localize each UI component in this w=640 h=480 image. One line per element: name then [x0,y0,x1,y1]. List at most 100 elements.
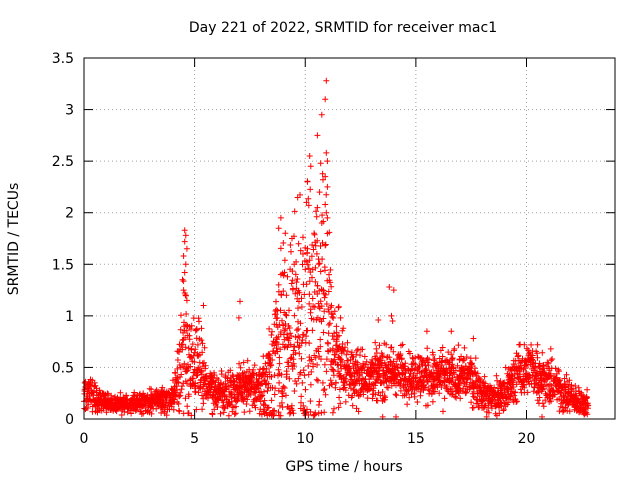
data-point [342,344,348,351]
data-point [424,345,431,352]
data-point [322,291,329,298]
data-point [536,394,543,401]
data-point [443,383,450,390]
data-point [584,411,591,418]
data-point [305,363,312,369]
data-point [266,325,273,332]
data-point [323,301,330,307]
data-point [273,345,280,352]
data-point [532,380,539,387]
data-point [507,393,514,400]
data-point [316,398,323,405]
data-point [315,377,321,384]
data-point [193,326,200,333]
data-point [289,235,295,242]
data-point [333,329,340,336]
data-point [568,382,575,389]
data-point [521,341,528,348]
data-point [572,392,579,399]
data-point [293,327,300,334]
data-point [128,410,135,417]
data-point [287,341,294,348]
data-point [291,261,298,268]
data-point [323,191,330,198]
data-point [572,383,579,389]
data-point [425,379,431,385]
data-point [284,273,291,280]
data-point [393,392,400,399]
data-point [411,393,418,400]
data-point [307,381,314,388]
data-point [288,402,295,409]
data-point [285,359,292,366]
data-point [318,356,324,363]
grid-lines [84,58,615,419]
data-point [329,409,336,416]
data-point [327,266,334,273]
y-tick-label: 1 [65,309,74,325]
data-point [277,245,284,252]
data-point [322,267,328,274]
data-point [193,335,200,342]
data-point [321,386,328,393]
data-point [441,395,448,402]
data-point [304,178,311,185]
data-point [438,384,445,390]
data-point [463,389,470,396]
data-point [470,335,477,342]
data-point [276,360,283,367]
data-point [312,354,319,361]
data-point [312,264,319,271]
x-tick-label: 10 [296,431,314,447]
data-point [257,398,264,405]
data-point [355,408,362,415]
data-point [329,347,336,354]
data-point [284,403,291,410]
data-point [315,256,322,263]
data-point [275,387,282,394]
data-point [467,367,474,374]
data-point [545,360,552,367]
data-point [328,302,335,309]
data-point [295,344,302,351]
data-point [117,389,124,396]
data-point [337,400,344,407]
data-point [291,388,298,394]
data-point [383,341,390,348]
data-point [323,77,330,84]
data-point [314,282,321,289]
data-point [247,378,254,385]
data-point [552,365,559,372]
data-point [132,407,139,414]
data-point [170,406,177,413]
data-point [561,375,568,382]
data-point [439,344,446,351]
data-point [540,403,547,410]
data-point [278,399,285,406]
data-point [209,411,216,418]
data-point [269,328,275,335]
data-point [182,292,189,298]
data-point [279,390,286,397]
data-point [449,361,456,368]
data-point [449,355,456,361]
data-point [200,400,207,407]
data-point [529,356,536,363]
data-point [439,353,446,360]
data-point [366,386,373,393]
data-point [314,361,321,368]
data-point [276,354,283,361]
data-point [423,328,430,335]
data-point [220,399,227,406]
data-point [329,313,336,320]
data-point [566,408,573,415]
data-point [392,391,399,398]
data-point [178,312,184,319]
data-point [322,173,329,180]
data-point [261,397,268,404]
data-point [283,292,290,299]
data-point [514,353,521,360]
data-point [548,398,554,405]
data-point [364,367,371,374]
data-point [214,404,221,410]
